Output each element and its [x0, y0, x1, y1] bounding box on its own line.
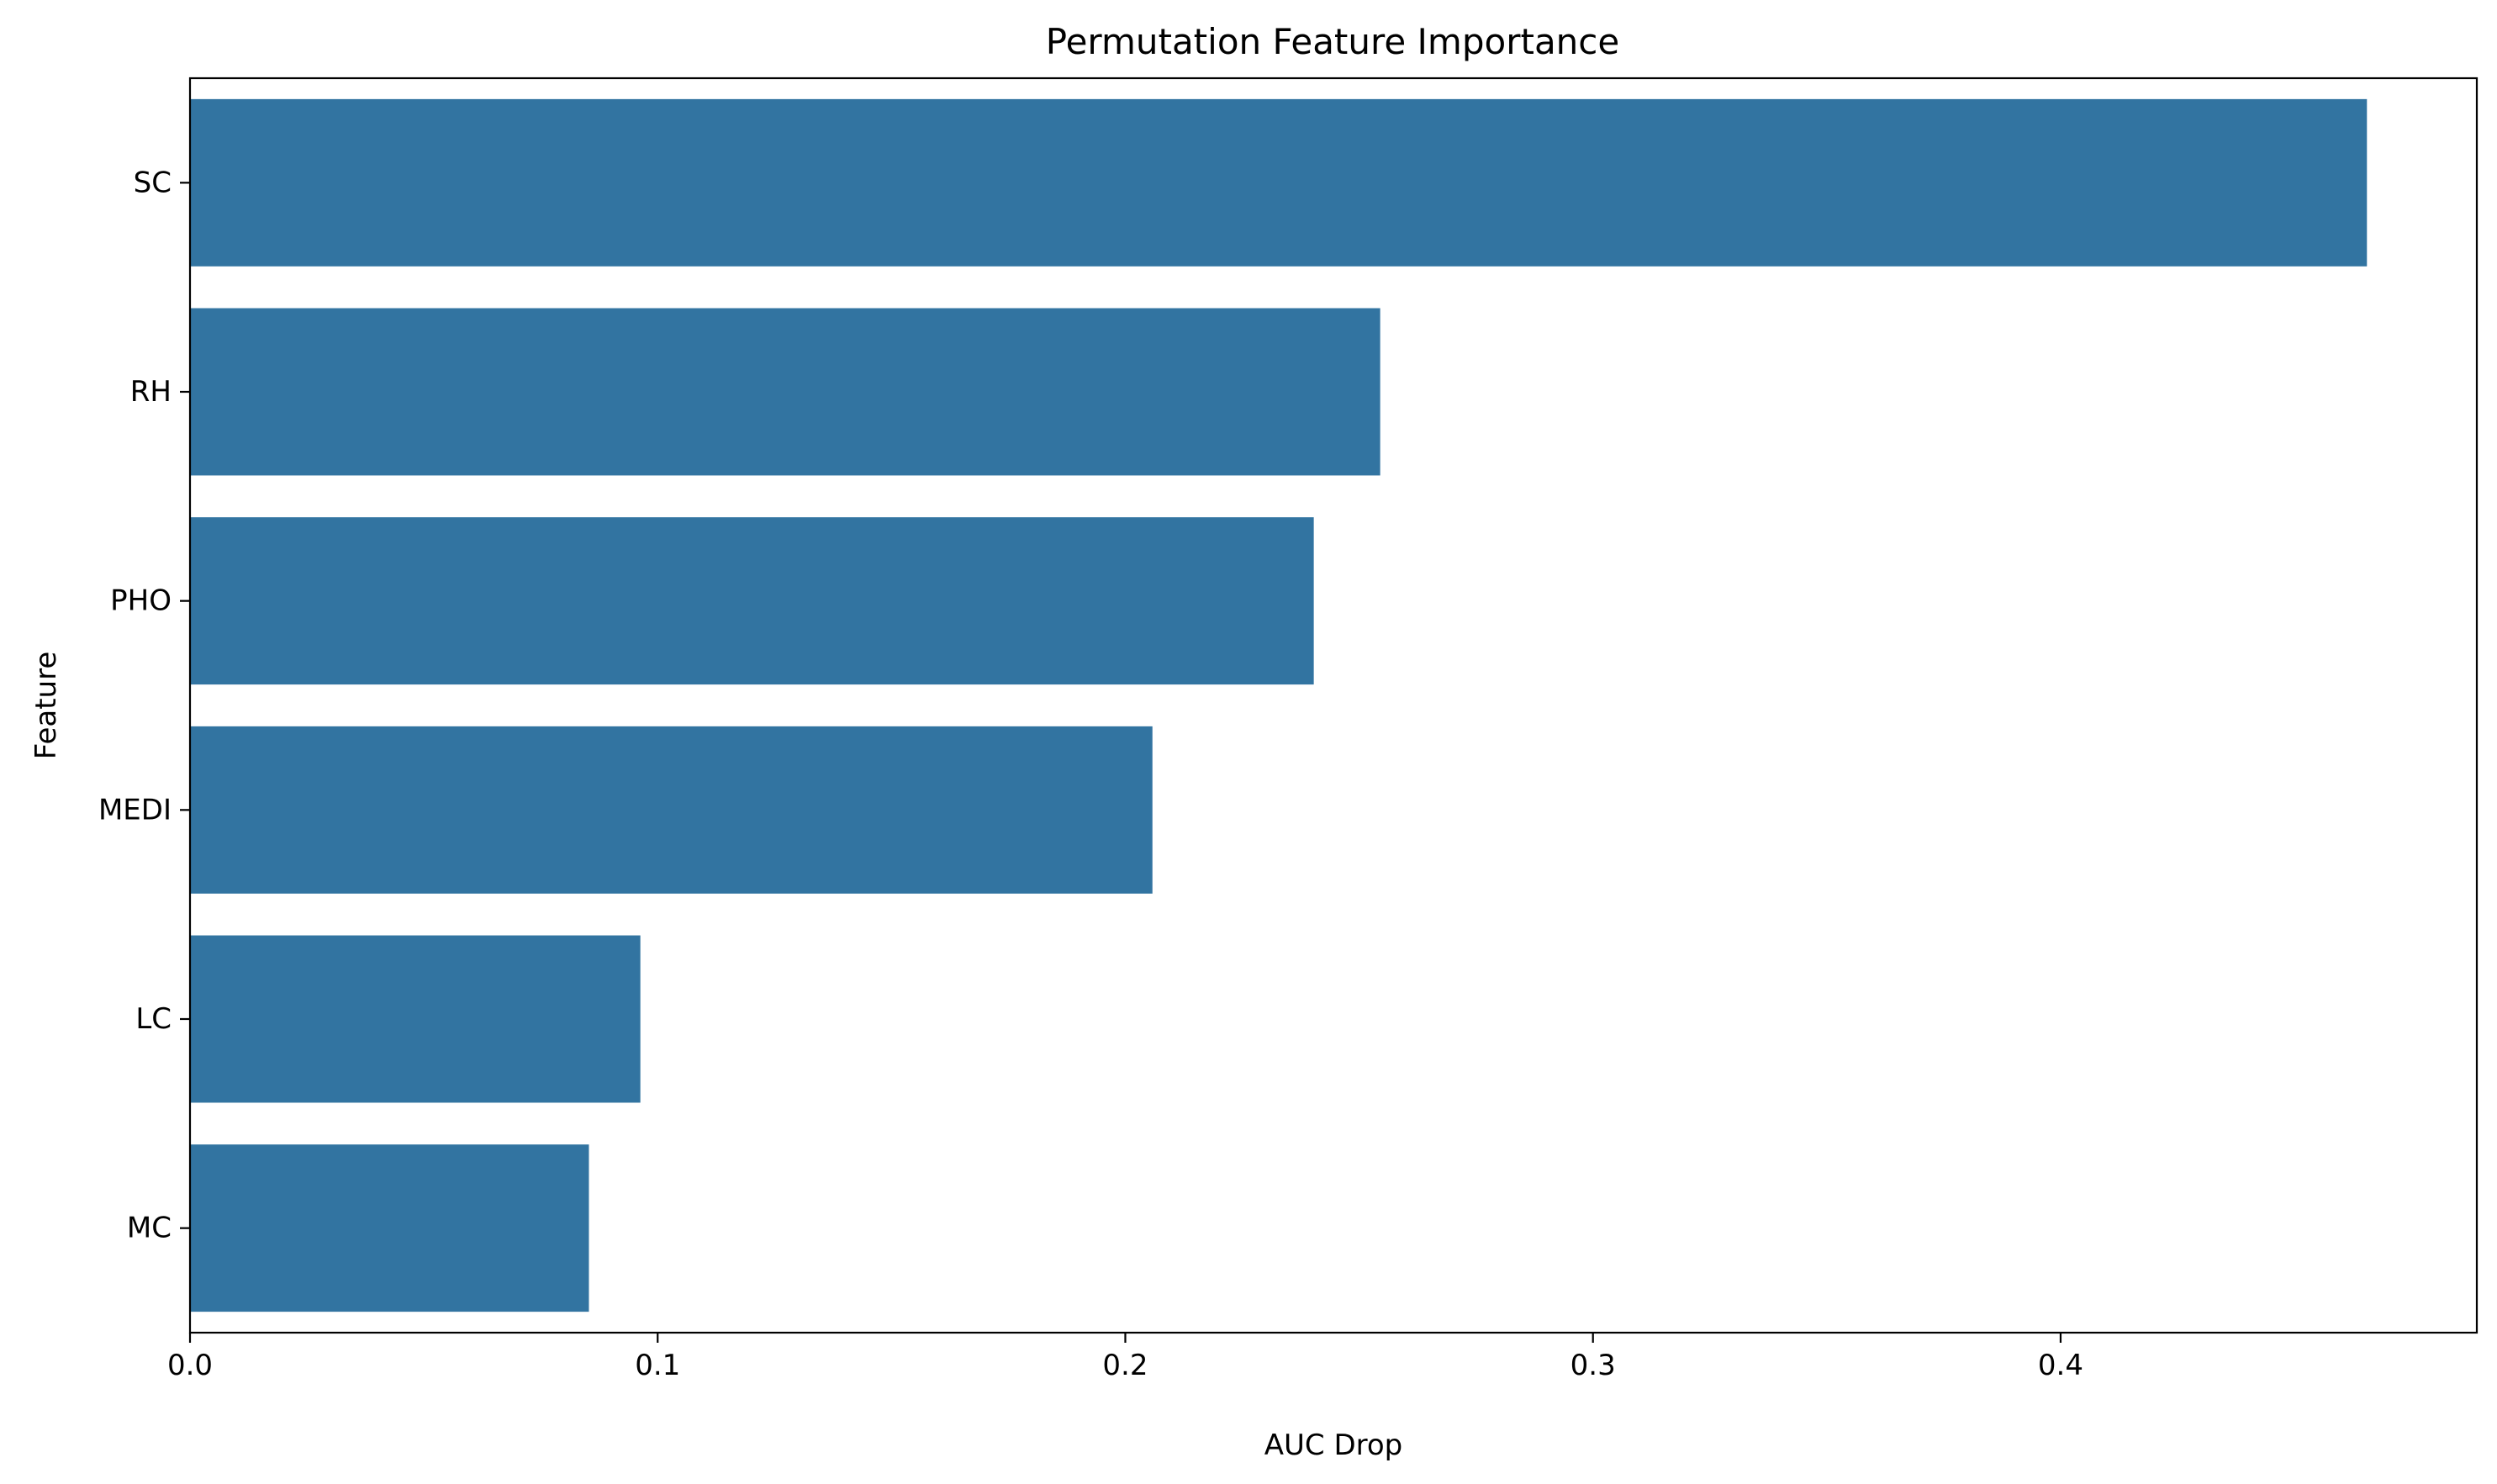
- plot-frame: [188, 77, 2479, 1334]
- x-tick-label: 0.3: [1571, 1349, 1616, 1382]
- x-axis-label: AUC Drop: [1264, 1429, 1403, 1462]
- x-tick-label: 0.1: [635, 1349, 680, 1382]
- y-tick-label: MC: [127, 1212, 172, 1245]
- bar-pho: [190, 517, 1314, 685]
- x-tick-label: 0.0: [167, 1349, 213, 1382]
- bar-rh: [190, 308, 1380, 476]
- y-tick-label: MEDI: [98, 793, 172, 826]
- bar-medi: [190, 726, 1153, 894]
- bar-lc: [190, 935, 641, 1103]
- y-tick-label: SC: [134, 166, 172, 199]
- y-tick-label: LC: [135, 1002, 172, 1036]
- bar-mc: [190, 1144, 589, 1312]
- bar-sc: [190, 98, 2368, 267]
- bars-group: [190, 98, 2368, 1312]
- y-tick-label: RH: [130, 375, 172, 409]
- chart-title: Permutation Feature Importance: [1046, 21, 1619, 62]
- x-tick-label: 0.4: [2038, 1349, 2083, 1382]
- y-axis-label: Feature: [29, 652, 63, 759]
- x-tick-label: 0.2: [1102, 1349, 1148, 1382]
- x-axis-ticks: 0.0 0.1 0.2 0.3 0.4: [167, 1333, 2083, 1382]
- y-tick-label: PHO: [110, 584, 172, 618]
- y-axis-ticks: SC RH PHO MEDI LC MC: [98, 166, 190, 1245]
